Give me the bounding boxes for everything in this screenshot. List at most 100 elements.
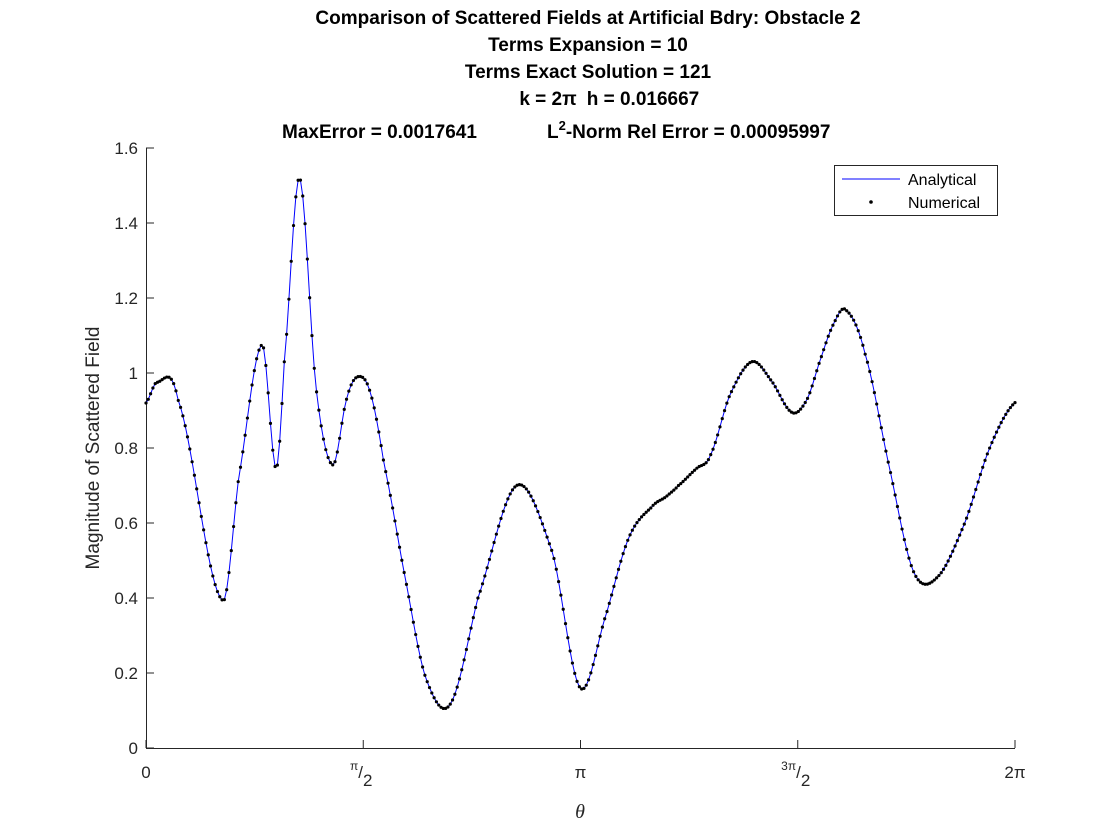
numerical-point <box>824 341 828 345</box>
numerical-point <box>328 461 332 465</box>
numerical-point <box>741 368 745 372</box>
numerical-point <box>478 589 482 593</box>
numerical-point <box>349 383 353 387</box>
numerical-point <box>845 309 849 313</box>
numerical-point <box>649 506 653 510</box>
numerical-point <box>716 433 720 437</box>
legend-numerical-label: Numerical <box>908 195 980 212</box>
numerical-point <box>732 385 736 389</box>
numerical-point <box>739 372 743 376</box>
numerical-point <box>801 404 805 408</box>
numerical-point <box>250 383 254 387</box>
numerical-point <box>614 576 618 580</box>
numerical-point <box>835 314 840 318</box>
numerical-point <box>462 658 466 662</box>
numerical-point <box>538 515 542 520</box>
numerical-point <box>444 706 448 711</box>
numerical-point <box>379 444 383 448</box>
numerical-point <box>476 596 480 600</box>
numerical-point <box>988 446 992 450</box>
numerical-point <box>395 532 399 536</box>
numerical-point <box>946 559 950 563</box>
numerical-point <box>916 578 920 582</box>
numerical-point <box>826 334 830 338</box>
numerical-point <box>568 649 572 653</box>
numerical-point <box>1001 416 1006 420</box>
l2-prefix: L <box>547 122 559 143</box>
numerical-point <box>928 581 932 585</box>
numerical-point <box>819 355 823 359</box>
numerical-point <box>324 448 328 452</box>
numerical-point <box>914 574 918 578</box>
numerical-point <box>665 494 669 498</box>
numerical-point <box>388 493 392 497</box>
numerical-point <box>983 458 987 462</box>
numerical-point <box>573 671 577 675</box>
numerical-point <box>626 538 630 542</box>
numerical-point <box>222 598 226 602</box>
numerical-point <box>736 376 741 380</box>
numerical-point <box>990 440 994 445</box>
x-tick-label: 3π/2 <box>781 759 810 790</box>
numerical-point <box>930 580 934 584</box>
numerical-point <box>999 421 1003 425</box>
numerical-point <box>812 376 817 381</box>
numerical-point <box>543 528 547 533</box>
numerical-point <box>490 549 494 553</box>
numerical-point <box>964 516 969 520</box>
numerical-point <box>190 460 194 464</box>
numerical-point <box>289 259 293 263</box>
numerical-point <box>891 482 895 486</box>
numerical-point <box>301 194 305 198</box>
numerical-point <box>1013 401 1017 405</box>
numerical-point <box>958 533 962 537</box>
numerical-point <box>404 582 409 586</box>
y-tick-label: 0.6 <box>114 514 138 533</box>
numerical-point <box>563 622 568 626</box>
numerical-point <box>829 328 833 332</box>
numerical-point <box>759 365 764 369</box>
numerical-point <box>831 323 835 327</box>
numerical-point <box>895 504 900 509</box>
numerical-point <box>621 552 625 556</box>
numerical-point <box>775 389 780 393</box>
numerical-point <box>690 470 694 474</box>
numerical-point <box>312 366 316 370</box>
numerical-point <box>907 556 911 560</box>
numerical-point <box>508 492 512 496</box>
numerical-point <box>838 310 842 314</box>
numerical-point <box>494 532 498 536</box>
numerical-point <box>794 411 798 415</box>
numerical-point <box>510 488 515 492</box>
numerical-point <box>199 514 203 519</box>
numerical-point <box>531 499 535 503</box>
numerical-point <box>780 398 784 402</box>
numerical-point <box>582 686 586 690</box>
numerical-point <box>547 542 551 546</box>
numerical-point <box>960 527 964 532</box>
numerical-point <box>340 421 344 425</box>
numerical-point <box>743 365 747 369</box>
y-tick-label: 0.8 <box>114 439 138 458</box>
numerical-point <box>683 477 687 481</box>
numerical-point <box>411 620 415 624</box>
numerical-point <box>584 683 588 687</box>
numerical-point <box>872 390 876 395</box>
numerical-point <box>1008 405 1012 410</box>
y-tick-label: 1.6 <box>114 139 138 158</box>
numerical-point <box>146 397 150 401</box>
numerical-point <box>695 466 699 470</box>
l2-error: L2-Norm Rel Error = 0.00095997 <box>547 118 830 143</box>
numerical-point <box>693 468 697 472</box>
x-tick-slash: / <box>796 763 801 782</box>
numerical-point <box>342 407 346 411</box>
numerical-point <box>204 541 208 545</box>
numerical-point <box>757 362 761 367</box>
numerical-point <box>550 548 554 552</box>
numerical-point <box>978 472 983 477</box>
numerical-point <box>386 481 390 485</box>
numerical-point <box>799 407 803 411</box>
numerical-point <box>994 430 999 434</box>
numerical-point <box>623 544 628 549</box>
numerical-point <box>591 662 595 667</box>
